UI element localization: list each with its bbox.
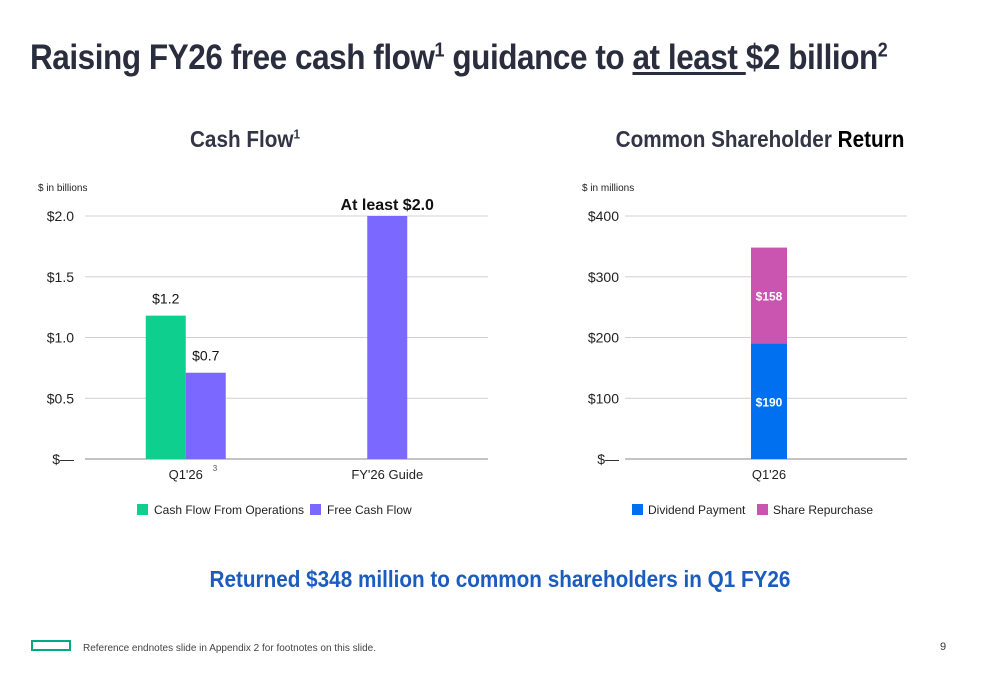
title-text-end: $2 billion — [745, 38, 878, 77]
y-tick-label: $— — [52, 451, 74, 467]
shareholder-return-chart: $— $100 $200 $300 $400 $190 $158 Q1'26 Dividend … — [588, 208, 907, 517]
cash-flow-title-footnote: 1 — [293, 126, 301, 142]
y-tick-label: $0.5 — [47, 390, 74, 406]
legend-swatch — [137, 504, 148, 515]
y-tick-label: $1.0 — [47, 330, 74, 346]
slide-title: Raising FY26 free cash flow1 guidance to… — [30, 38, 888, 78]
title-underlined-text: at least — [632, 38, 746, 77]
shareholder-return-banner: Returned $348 million to common sharehol… — [209, 566, 791, 592]
y-tick-label: $400 — [588, 208, 619, 224]
legend-swatch — [632, 504, 643, 515]
legend-label: Share Repurchase — [773, 503, 873, 517]
shareholder-return-title-text: Common Shareholder — [615, 126, 832, 152]
title-text-start: Raising FY26 free cash flow — [30, 38, 435, 77]
cash-flow-unit-label: $ in billions — [38, 183, 88, 194]
legend-label: Cash Flow From Operations — [154, 503, 304, 517]
y-tick-label: $200 — [588, 330, 619, 346]
x-tick-label: Q1'26 — [169, 467, 203, 482]
hpe-logo — [31, 640, 71, 651]
shareholder-return-chart-title: Common Shareholder Return — [598, 126, 922, 153]
legend-swatch — [757, 504, 768, 515]
legend-label: Dividend Payment — [648, 503, 746, 517]
legend-swatch — [310, 504, 321, 515]
shareholder-return-title-bold: Return — [837, 126, 905, 152]
data-label: At least $2.0 — [341, 197, 434, 214]
y-tick-label: $300 — [588, 269, 619, 285]
bar-cash-flow-from-operations — [145, 315, 186, 459]
title-text-middle: guidance to — [444, 38, 633, 77]
data-label: $158 — [756, 290, 783, 304]
bar-dividend-payment — [751, 343, 787, 459]
x-tick-label: Q1'26 — [752, 467, 786, 482]
bar-free-cash-flow — [367, 216, 408, 459]
bar-free-cash-flow — [185, 372, 226, 459]
data-label: $0.7 — [192, 348, 219, 364]
cash-flow-chart: $— $0.5 $1.0 $1.5 $2.0 $1.2 $0.7 Q1'26 3 At least… — [47, 197, 488, 517]
data-label: $190 — [756, 395, 783, 409]
cash-flow-title-text: Cash Flow — [189, 126, 294, 152]
title-footnote-2: 2 — [877, 39, 888, 62]
bar-share-repurchase — [751, 247, 787, 344]
y-tick-label: $— — [597, 451, 619, 467]
y-tick-label: $1.5 — [47, 269, 74, 285]
page-number: 9 — [940, 641, 947, 653]
title-footnote-1: 1 — [434, 39, 445, 62]
footer-note: Reference endnotes slide in Appendix 2 f… — [83, 643, 376, 654]
x-tick-label: FY'26 Guide — [351, 467, 423, 482]
y-tick-label: $100 — [588, 390, 619, 406]
cash-flow-chart-title: Cash Flow1 — [133, 126, 358, 153]
shareholder-return-unit-label: $ in millions — [582, 183, 635, 194]
x-tick-footnote: 3 — [213, 464, 218, 473]
data-label: $1.2 — [152, 291, 179, 307]
y-tick-label: $2.0 — [47, 208, 74, 224]
legend-label: Free Cash Flow — [327, 503, 412, 517]
